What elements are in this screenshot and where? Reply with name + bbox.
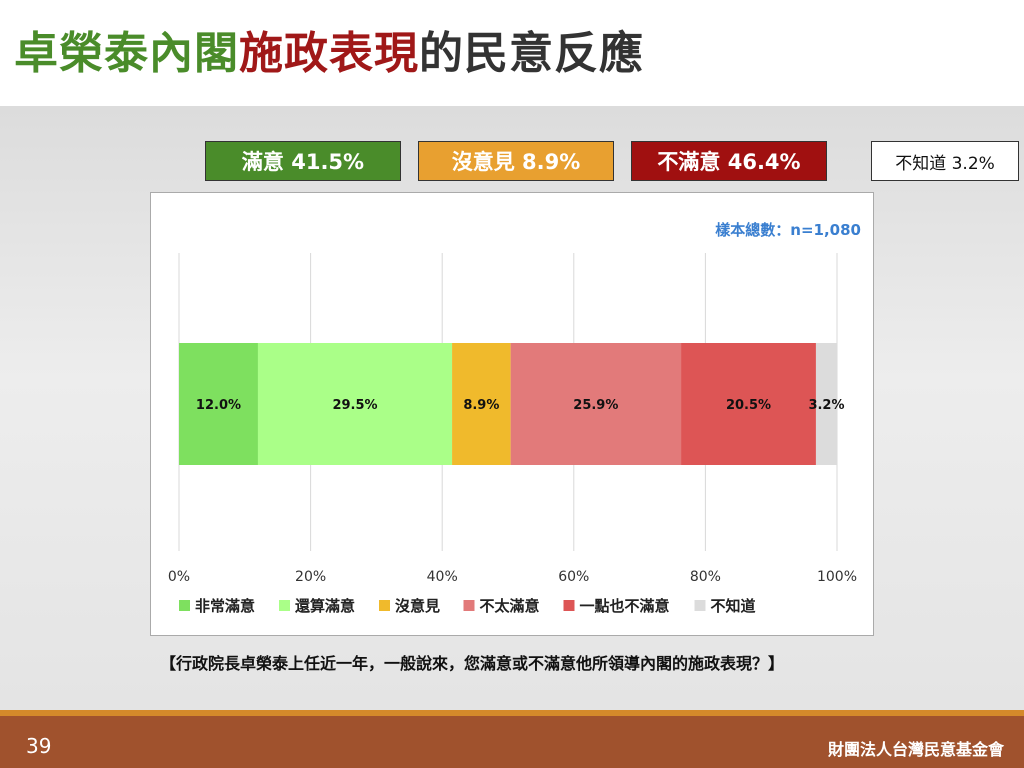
data-label: 20.5% bbox=[726, 398, 771, 413]
x-tick-label: 80% bbox=[690, 569, 721, 585]
data-label: 12.0% bbox=[196, 398, 241, 413]
organization-name: 財團法人台灣民意基金會 bbox=[827, 740, 1004, 759]
x-tick-label: 60% bbox=[558, 569, 589, 585]
stacked-bar-chart: 0% 20% 40% 60% 80% 100% 12.0% 29.5% 8.9% 25.9% 20.… bbox=[168, 253, 857, 615]
sample-size-label: 樣本總數：n=1,080 bbox=[715, 221, 861, 239]
legend-label: 一點也不滿意 bbox=[580, 597, 670, 615]
chart-panel: 樣本總數：n=1,080 0% 20% 40% 60% 80% 100% 12.0% 29.5… bbox=[150, 192, 874, 636]
page-number: 39 bbox=[26, 734, 52, 758]
x-tick-label: 100% bbox=[817, 569, 857, 585]
data-label: 25.9% bbox=[573, 398, 618, 413]
summary-unknown-box: 不知道 3.2% bbox=[871, 141, 1019, 181]
legend-swatch bbox=[179, 600, 190, 611]
legend-label: 還算滿意 bbox=[295, 597, 355, 615]
title-part-2: 施政表現 bbox=[239, 28, 419, 79]
page-title: 卓榮泰內閣施政表現的民意反應 bbox=[14, 24, 644, 84]
title-part-1: 卓榮泰內閣 bbox=[14, 28, 239, 79]
bar-segment bbox=[681, 343, 816, 465]
legend-swatch bbox=[379, 600, 390, 611]
bar-segment bbox=[510, 343, 682, 465]
legend-swatch bbox=[694, 600, 706, 611]
legend-label: 非常滿意 bbox=[195, 597, 255, 615]
bar-segment bbox=[815, 343, 837, 465]
footer-bar: 39 財團法人台灣民意基金會 bbox=[0, 710, 1024, 768]
x-tick-label: 20% bbox=[295, 569, 326, 585]
summary-satisfied-box: 滿意 41.5% bbox=[205, 141, 401, 181]
legend-label: 不知道 bbox=[711, 597, 756, 615]
bar-segment bbox=[452, 343, 511, 465]
legend-swatch bbox=[563, 600, 575, 611]
summary-dissatisfied-box: 不滿意 46.4% bbox=[631, 141, 827, 181]
bar-segment bbox=[179, 343, 258, 465]
survey-question: 【行政院長卓榮泰上任近一年，一般說來，您滿意或不滿意他所領導內閣的施政表現？】 bbox=[160, 654, 785, 673]
legend-label: 沒意見 bbox=[395, 597, 440, 615]
x-tick-label: 0% bbox=[168, 569, 190, 585]
title-part-3: 的民意反應 bbox=[419, 28, 644, 79]
data-label: 29.5% bbox=[332, 398, 377, 413]
x-tick-label: 40% bbox=[427, 569, 458, 585]
legend-swatch bbox=[463, 600, 475, 611]
summary-neutral-box: 沒意見 8.9% bbox=[418, 141, 614, 181]
data-label: 8.9% bbox=[463, 398, 499, 413]
legend-label: 不太滿意 bbox=[480, 597, 540, 615]
bar-segment bbox=[257, 343, 453, 465]
data-label: 3.2% bbox=[808, 398, 844, 413]
legend-swatch bbox=[279, 600, 290, 611]
